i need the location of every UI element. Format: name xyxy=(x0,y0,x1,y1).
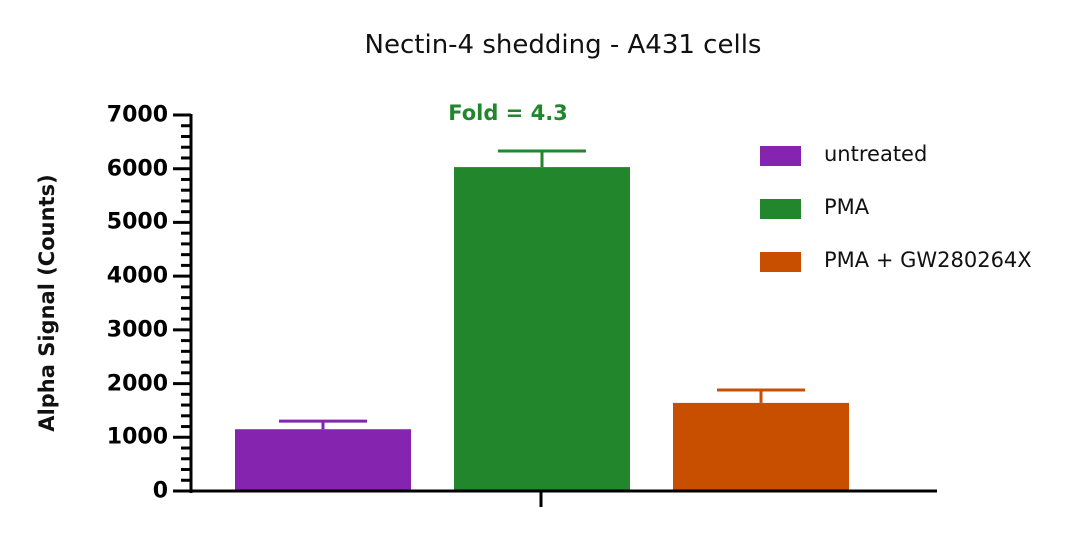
legend-label: untreated xyxy=(824,142,928,166)
axes xyxy=(173,113,937,507)
error-bar xyxy=(498,149,586,168)
bar-pma xyxy=(454,167,630,492)
error-bar xyxy=(279,419,367,430)
chart-title: Nectin-4 shedding - A431 cells xyxy=(364,30,762,60)
fold-annotation: Fold = 4.3 xyxy=(448,101,568,125)
legend-label: PMA + GW280264X xyxy=(824,248,1032,272)
legend-label: PMA xyxy=(824,195,870,219)
error-bar xyxy=(717,388,805,403)
y-tick-label: 2000 xyxy=(106,371,168,397)
y-tick-label: 6000 xyxy=(106,156,168,182)
legend-swatch xyxy=(760,199,801,219)
y-tick-label: 0 xyxy=(152,478,168,504)
y-tick-label: 5000 xyxy=(106,209,168,235)
bar-pma-gw280264x xyxy=(673,402,849,491)
legend-swatch xyxy=(760,252,801,272)
y-tick-label: 7000 xyxy=(106,102,168,128)
y-tick-label: 3000 xyxy=(106,317,168,343)
bar-untreated xyxy=(235,429,411,491)
y-tick-label: 4000 xyxy=(106,263,168,289)
y-tick-label: 1000 xyxy=(106,424,168,450)
legend-swatch xyxy=(760,146,801,166)
